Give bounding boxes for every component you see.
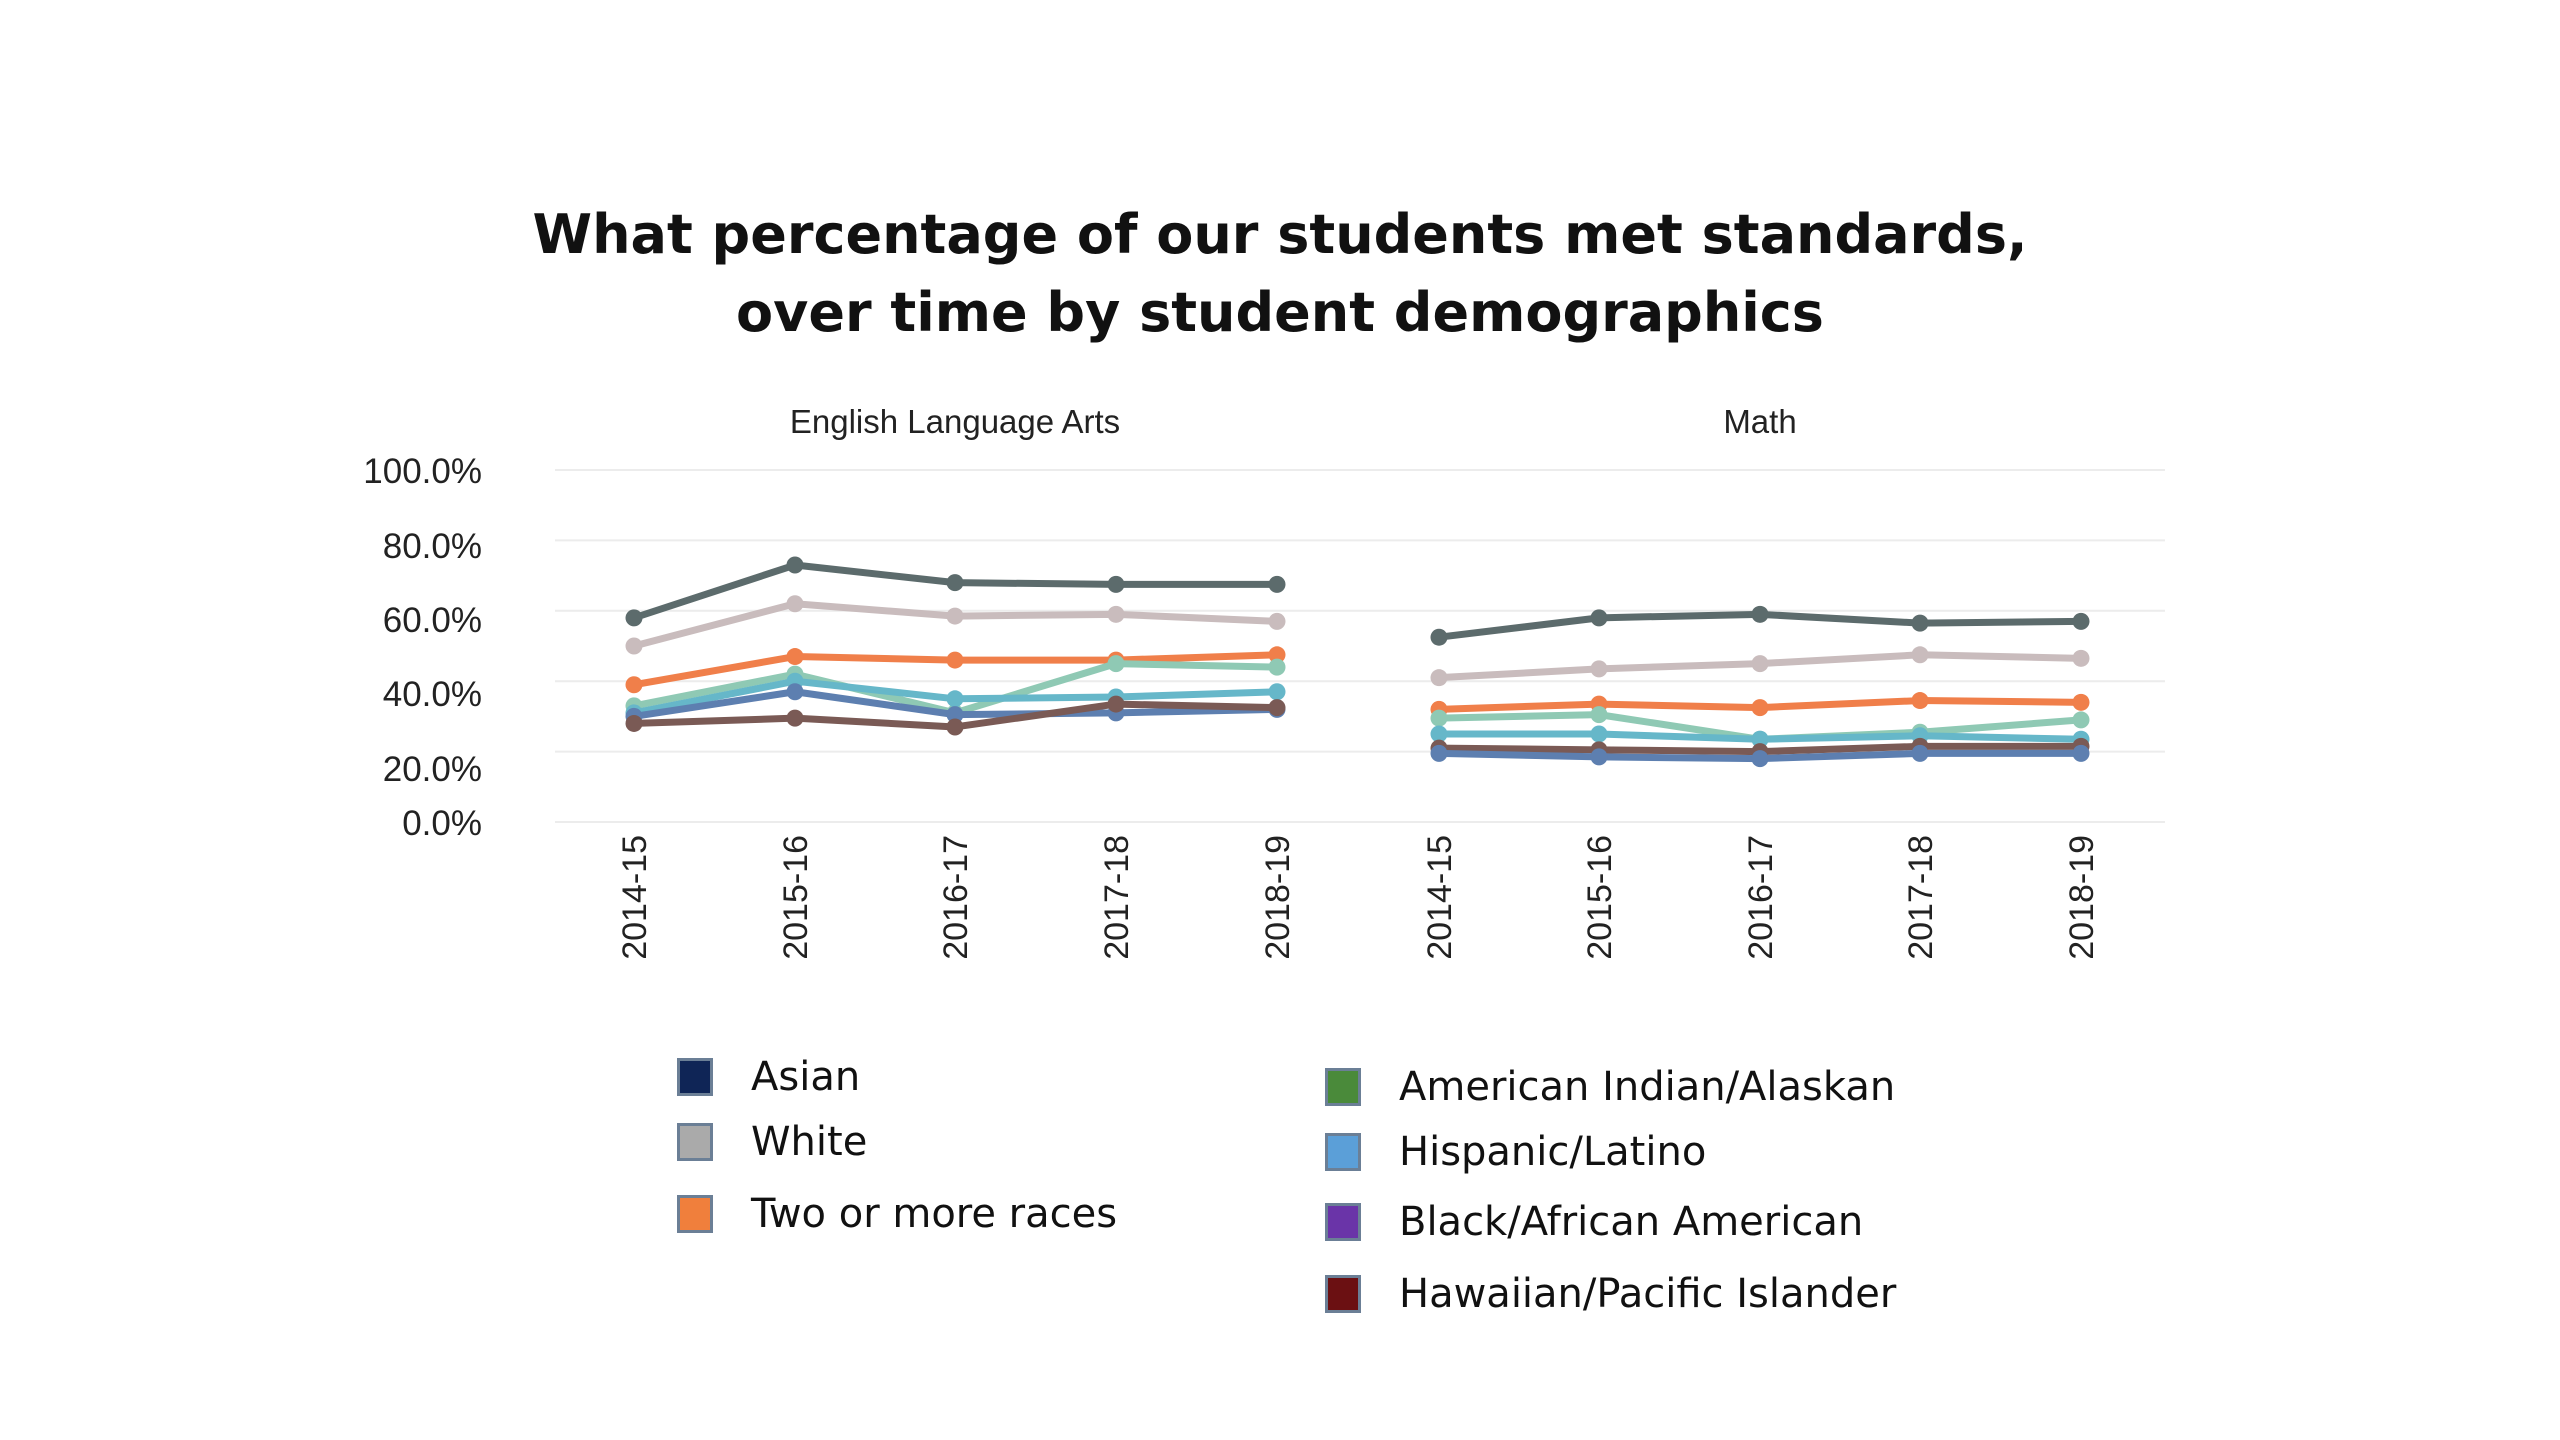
data-point xyxy=(1590,609,1608,627)
data-point xyxy=(2072,711,2090,729)
data-point xyxy=(1911,614,1929,632)
legend-swatch xyxy=(1325,1068,1361,1106)
y-tick-label: 40.0% xyxy=(383,675,482,714)
legend-label: Hawaiian/Pacific Islander xyxy=(1399,1271,1897,1317)
data-point xyxy=(1268,699,1286,717)
data-point xyxy=(786,709,804,727)
y-tick-label: 20.0% xyxy=(383,750,482,789)
data-point xyxy=(1911,646,1929,664)
data-point xyxy=(786,556,804,574)
data-point xyxy=(1268,646,1286,664)
data-point xyxy=(946,690,964,708)
data-point xyxy=(1107,575,1125,593)
data-point xyxy=(2072,744,2090,762)
legend-label: Asian xyxy=(751,1054,861,1100)
legend-label: White xyxy=(751,1119,868,1165)
data-point xyxy=(1430,628,1448,646)
data-point xyxy=(1590,660,1608,678)
data-point xyxy=(2072,649,2090,667)
x-tick-label: 2017-18 xyxy=(1098,835,1136,960)
legend-label: American Indian/Alaskan xyxy=(1399,1064,1896,1110)
data-point xyxy=(946,574,964,592)
data-point xyxy=(1590,748,1608,766)
data-point xyxy=(786,683,804,701)
data-point xyxy=(1911,692,1929,710)
data-point xyxy=(1268,612,1286,630)
legend-label: Two or more races xyxy=(751,1191,1118,1237)
chart-title-line-1: What percentage of our students met stan… xyxy=(532,203,2028,266)
x-tick-label: 2018-19 xyxy=(1259,835,1297,960)
x-tick-label: 2014-15 xyxy=(616,835,654,960)
data-point xyxy=(2072,612,2090,630)
x-tick-label: 2018-19 xyxy=(2063,835,2101,960)
legend-label: Hispanic/Latino xyxy=(1399,1129,1707,1175)
x-tick-label: 2016-17 xyxy=(937,835,975,960)
data-point xyxy=(625,637,643,655)
legend-swatch xyxy=(1325,1133,1361,1171)
data-point xyxy=(1430,709,1448,727)
legend-swatch xyxy=(677,1123,713,1161)
x-tick-label: 2017-18 xyxy=(1902,835,1940,960)
x-tick-label: 2016-17 xyxy=(1742,835,1780,960)
data-point xyxy=(1107,655,1125,673)
legend-swatch xyxy=(1325,1275,1361,1313)
legend-swatch xyxy=(1325,1203,1361,1241)
legend-label: Black/African American xyxy=(1399,1199,1864,1245)
y-tick-label: 60.0% xyxy=(383,601,482,640)
panel-title: English Language Arts xyxy=(790,403,1120,440)
data-point xyxy=(1590,725,1608,743)
x-tick-label: 2014-15 xyxy=(1421,835,1459,960)
data-point xyxy=(1911,744,1929,762)
data-point xyxy=(1268,658,1286,676)
data-point xyxy=(1107,695,1125,713)
y-tick-label: 0.0% xyxy=(402,804,482,843)
x-tick-label: 2015-16 xyxy=(777,835,815,960)
y-tick-label: 100.0% xyxy=(363,452,482,491)
data-point xyxy=(1268,575,1286,593)
data-point xyxy=(946,651,964,669)
data-point xyxy=(1268,683,1286,701)
data-point xyxy=(625,609,643,627)
y-tick-label: 80.0% xyxy=(383,527,482,566)
data-point xyxy=(786,595,804,613)
data-point xyxy=(2072,693,2090,711)
data-point xyxy=(1430,725,1448,743)
legend-swatch xyxy=(677,1195,713,1233)
data-point xyxy=(1751,699,1769,717)
data-point xyxy=(786,648,804,666)
data-point xyxy=(946,607,964,625)
data-point xyxy=(1751,750,1769,768)
data-point xyxy=(625,714,643,732)
data-point xyxy=(625,676,643,694)
data-point xyxy=(1107,605,1125,623)
legend-swatch xyxy=(677,1058,713,1096)
data-point xyxy=(1430,744,1448,762)
x-tick-label: 2015-16 xyxy=(1581,835,1619,960)
data-point xyxy=(946,706,964,724)
data-point xyxy=(1590,706,1608,724)
data-point xyxy=(1751,730,1769,748)
data-point xyxy=(1430,669,1448,687)
data-point xyxy=(1751,605,1769,623)
data-point xyxy=(946,718,964,736)
panel-title: Math xyxy=(1723,403,1796,440)
data-point xyxy=(1751,655,1769,673)
chart-title-line-2: over time by student demographics xyxy=(736,281,1824,344)
